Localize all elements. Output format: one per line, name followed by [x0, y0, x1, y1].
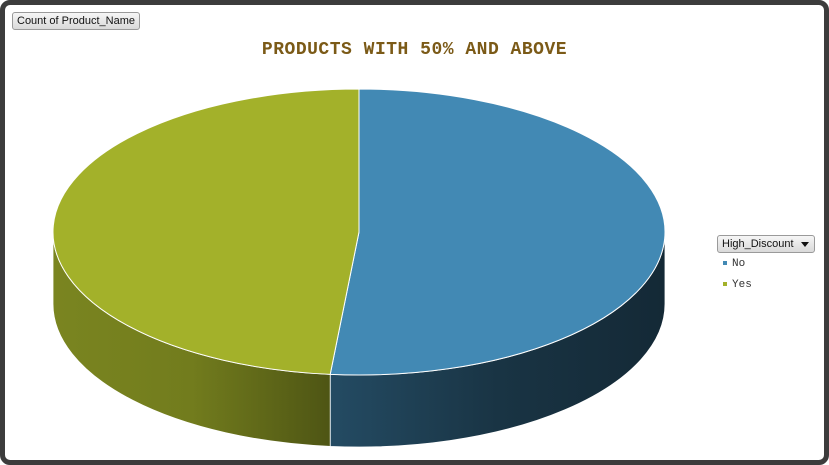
value-field-button[interactable]: Count of Product_Name [12, 12, 141, 30]
legend-label-yes: Yes [732, 279, 752, 291]
legend-swatch-no [723, 261, 727, 266]
chart-title: PRODUCTS WITH 50% AND ABOVE [261, 40, 568, 60]
pie-slice-no[interactable] [329, 88, 666, 376]
pie-slice-yes[interactable] [52, 88, 360, 375]
legend-swatch-yes [723, 282, 727, 287]
dropdown-arrow-icon[interactable] [800, 242, 809, 247]
legend-field-button[interactable]: High_Discount [717, 235, 815, 253]
legend-item-yes: Yes [723, 278, 752, 292]
pie-chart [52, 88, 666, 448]
legend-item-no: No [723, 257, 745, 271]
legend-label-no: No [732, 258, 746, 270]
legend-field-label: High_Discount [722, 238, 794, 250]
